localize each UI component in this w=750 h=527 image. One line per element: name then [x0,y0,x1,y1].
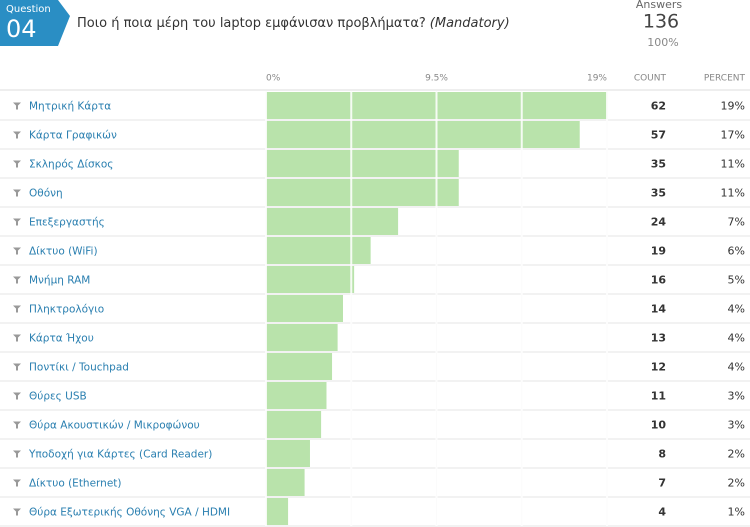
category-label: Κάρτα Ήχου [29,333,94,345]
count-header: COUNT [634,74,667,84]
bar [266,208,399,235]
title-main: Ποιο ή ποια μέρη του laptop εμφάνισαν πρ… [77,16,426,31]
category-label: Υποδοχή για Κάρτες (Card Reader) [28,449,212,461]
bar [266,237,371,264]
filter-icon[interactable] [13,508,21,516]
filter-icon[interactable] [13,131,21,139]
filter-icon[interactable] [13,276,21,284]
filter-icon[interactable] [13,102,21,110]
filter-icon[interactable] [13,218,21,226]
category-label: Σκληρός Δίσκος [29,159,113,171]
title-note: (Mandatory) [430,16,510,31]
percent-label: 4% [728,361,745,374]
category-label: Δίκτυο (Ethernet) [29,478,122,490]
percent-label: 3% [728,419,745,432]
bar [266,179,459,206]
answers-percent: 100% [647,36,678,49]
bar [266,469,305,496]
percent-label: 1% [728,506,745,519]
bar [266,382,327,409]
percent-label: 11% [721,187,745,200]
percent-label: 7% [728,216,745,229]
answers-count: 136 [643,11,679,33]
count: 11 [651,390,666,403]
category-label: Ποντίκι / Touchpad [29,362,129,374]
percent-label: 6% [728,245,745,258]
filter-icon[interactable] [13,479,21,487]
bar [266,498,289,525]
bar [266,324,338,351]
bar [266,121,580,148]
category-label: Δίκτυο (WiFi) [29,246,98,258]
x-tick-label: 9.5% [425,74,448,84]
percent-label: 11% [721,158,745,171]
filter-icon[interactable] [13,450,21,458]
count: 57 [651,129,666,142]
bar [266,150,459,177]
question-title: Ποιο ή ποια μέρη του laptop εμφάνισαν πρ… [77,16,510,31]
percent-label: 5% [728,274,745,287]
x-tick-label: 19% [587,74,607,84]
bar [266,266,355,293]
x-tick-label: 0% [266,74,281,84]
count: 24 [651,216,667,229]
count: 35 [651,187,666,200]
count: 35 [651,158,666,171]
category-label: Πληκτρολόγιο [29,304,104,316]
count: 12 [651,361,666,374]
filter-icon[interactable] [13,247,21,255]
answers-label: Answers [636,0,683,11]
percent-label: 19% [721,100,745,113]
percent-label: 4% [728,332,745,345]
category-label: Θύρες USB [29,391,87,403]
count: 13 [651,332,666,345]
count: 7 [658,477,666,490]
percent-label: 3% [728,390,745,403]
percent-label: 17% [721,129,745,142]
count: 19 [651,245,666,258]
count: 62 [651,100,666,113]
filter-icon[interactable] [13,305,21,313]
bar [266,353,333,380]
category-label: Κάρτα Γραφικών [29,130,117,142]
badge-label: Question [6,4,51,15]
count: 4 [658,506,666,519]
count: 16 [651,274,667,287]
count: 8 [658,448,666,461]
question-badge [0,0,70,46]
filter-icon[interactable] [13,334,21,342]
badge-number: 04 [6,15,37,43]
count: 10 [651,419,667,432]
filter-icon[interactable] [13,363,21,371]
category-label: Οθόνη [29,188,63,200]
filter-icon[interactable] [13,421,21,429]
category-label: Θύρα Εξωτερικής Οθόνης VGA / HDMI [29,507,230,519]
filter-icon[interactable] [13,189,21,197]
percent-header: PERCENT [704,74,746,84]
percent-label: 2% [728,448,745,461]
percent-label: 2% [728,477,745,490]
category-label: Μνήμη RAM [29,275,90,287]
category-label: Μητρική Κάρτα [29,101,111,113]
category-label: Επεξεργαστής [29,217,105,229]
count: 14 [651,303,667,316]
bar [266,440,310,467]
bar [266,295,343,322]
filter-icon[interactable] [13,160,21,168]
bar [266,411,322,438]
category-label: Θύρα Ακουστικών / Μικροφώνου [29,420,200,432]
filter-icon[interactable] [13,392,21,400]
percent-label: 4% [728,303,745,316]
